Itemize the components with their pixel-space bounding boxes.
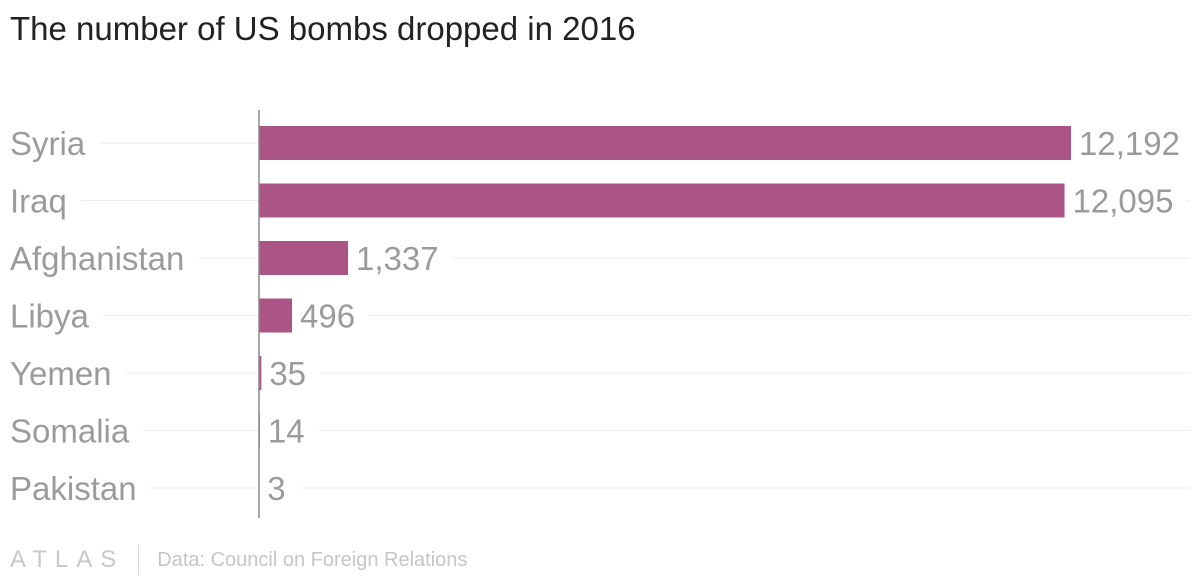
footer: ATLAS Data: Council on Foreign Relations	[10, 540, 467, 580]
bar	[259, 126, 1071, 160]
category-label: Syria	[10, 125, 86, 162]
category-label: Afghanistan	[10, 240, 184, 277]
category-label: Yemen	[10, 355, 112, 392]
value-label: 35	[269, 355, 306, 392]
category-label: Somalia	[10, 413, 130, 450]
category-label: Pakistan	[10, 470, 137, 507]
value-label: 3	[267, 470, 285, 507]
value-label: 12,095	[1073, 183, 1174, 220]
value-label: 12,192	[1079, 125, 1180, 162]
value-label: 14	[268, 413, 305, 450]
atlas-logo: ATLAS	[10, 546, 124, 574]
source-note: Data: Council on Foreign Relations	[157, 549, 467, 572]
bar	[259, 299, 292, 333]
value-label: 1,337	[356, 240, 439, 277]
category-label: Libya	[10, 298, 90, 335]
value-label: 496	[300, 298, 355, 335]
footer-divider	[138, 545, 139, 575]
category-label: Iraq	[10, 183, 67, 220]
bar-chart: Syria 12,192 Iraq 12,095 Afghanistan 1,337 Lib…	[0, 0, 1200, 540]
bar	[259, 184, 1065, 218]
bar	[259, 241, 348, 275]
